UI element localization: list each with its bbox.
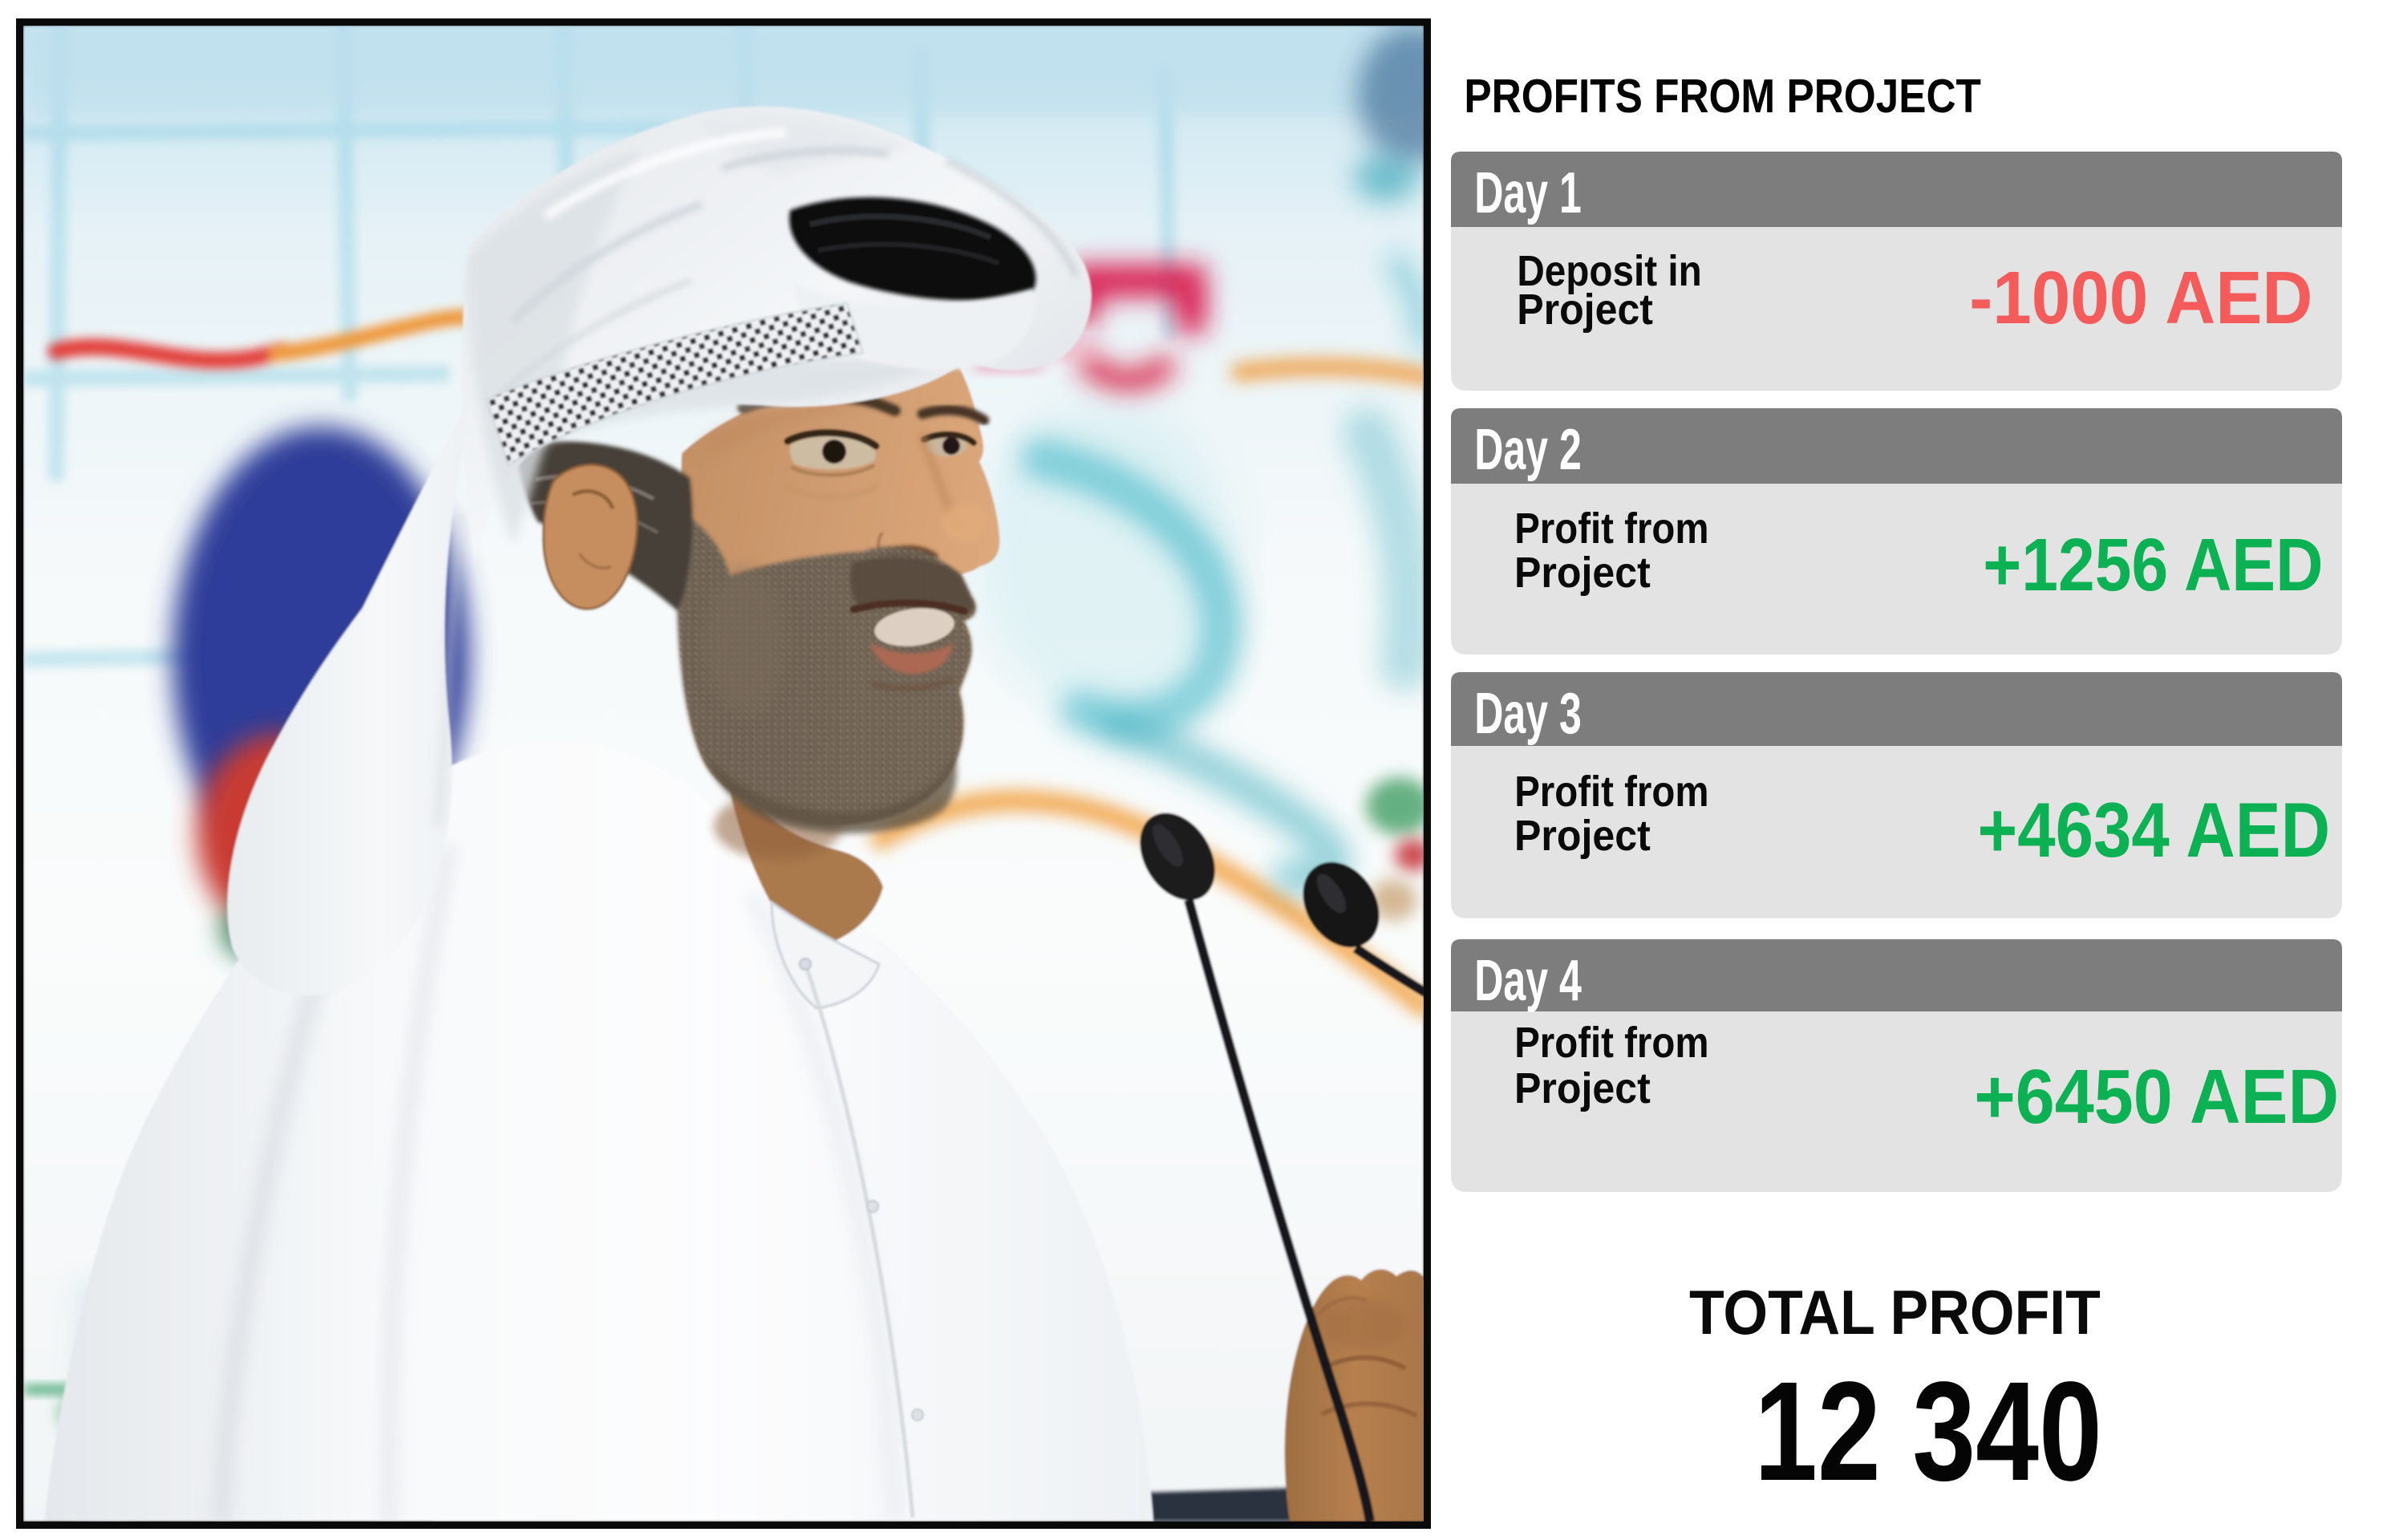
svg-text:12 340: 12 340 bbox=[1754, 1353, 2102, 1510]
svg-text:Profit from: Profit from bbox=[1514, 1019, 1708, 1067]
svg-text:Project: Project bbox=[1517, 286, 1653, 334]
svg-text:Profit from: Profit from bbox=[1514, 768, 1708, 816]
svg-text:Day 3: Day 3 bbox=[1474, 681, 1582, 746]
svg-text:Day 4: Day 4 bbox=[1474, 948, 1582, 1013]
svg-text:Profit from: Profit from bbox=[1514, 505, 1708, 553]
svg-text:+1256 AED: +1256 AED bbox=[1983, 523, 2323, 606]
svg-text:Project: Project bbox=[1514, 549, 1651, 597]
svg-text:TOTAL PROFIT: TOTAL PROFIT bbox=[1689, 1277, 2101, 1348]
svg-text:Day 1: Day 1 bbox=[1474, 160, 1582, 225]
svg-text:Day 2: Day 2 bbox=[1474, 417, 1582, 482]
svg-text:Deposit in: Deposit in bbox=[1517, 247, 1701, 295]
svg-text:Project: Project bbox=[1514, 812, 1651, 860]
svg-text:PROFITS FROM PROJECT: PROFITS FROM PROJECT bbox=[1464, 69, 1980, 123]
svg-text:+4634 AED: +4634 AED bbox=[1978, 788, 2331, 873]
svg-text:Project: Project bbox=[1514, 1064, 1651, 1112]
svg-text:+6450 AED: +6450 AED bbox=[1974, 1054, 2339, 1140]
svg-text:-1000 AED: -1000 AED bbox=[1969, 256, 2312, 339]
